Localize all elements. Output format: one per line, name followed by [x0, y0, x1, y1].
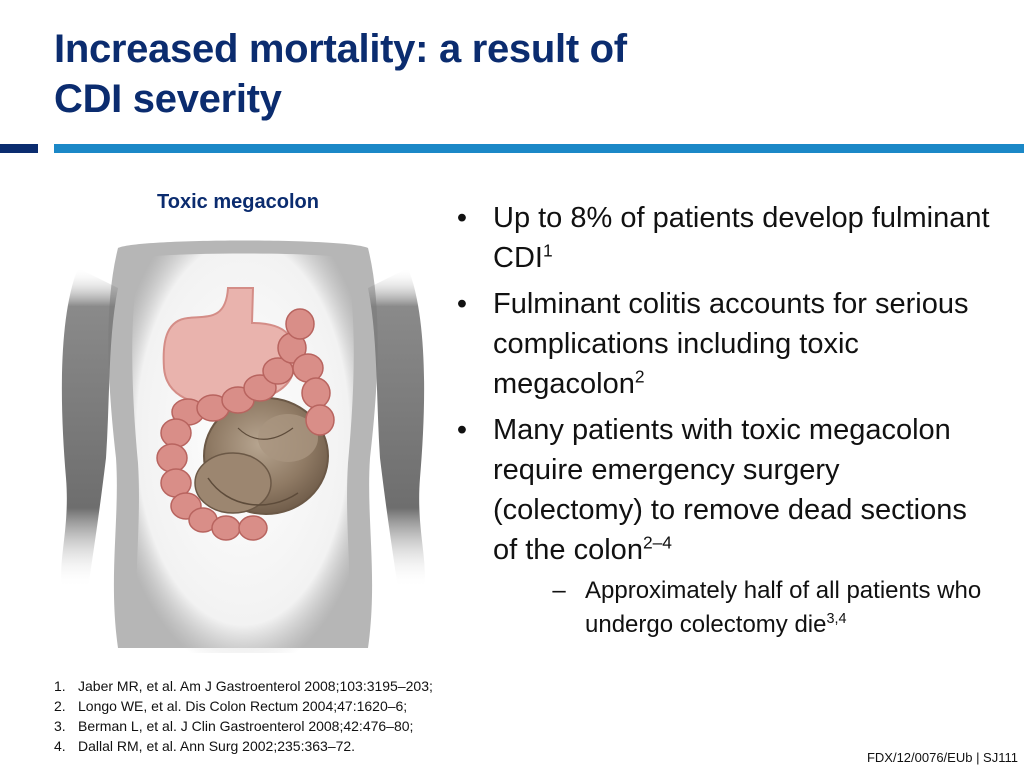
citation-superscript: 1	[542, 240, 553, 261]
bullet-text: Fulminant colitis accounts for serious c…	[493, 288, 969, 400]
reference-text: Longo WE, et al. Dis Colon Rectum 2004;4…	[78, 698, 408, 714]
reference-item: 1. Jaber MR, et al. Am J Gastroenterol 2…	[50, 676, 750, 696]
bullet-list: • Up to 8% of patients develop fulminant…	[452, 198, 992, 648]
reference-list: 1. Jaber MR, et al. Am J Gastroenterol 2…	[50, 676, 750, 756]
bullet-item: • Many patients with toxic megacolon req…	[452, 410, 992, 642]
bullet-item: • Up to 8% of patients develop fulminant…	[452, 198, 992, 278]
citation-superscript: 2–4	[642, 532, 672, 553]
reference-number: 4.	[54, 738, 66, 754]
reference-item: 4. Dallal RM, et al. Ann Surg 2002;235:3…	[50, 736, 750, 756]
slide-title-line-1: Increased mortality: a result of	[54, 27, 627, 71]
title-rule	[54, 144, 1024, 153]
reference-text: Dallal RM, et al. Ann Surg 2002;235:363–…	[78, 738, 356, 754]
reference-text: Jaber MR, et al. Am J Gastroenterol 2008…	[78, 678, 433, 694]
sub-bullet-item: – Approximately half of all patients who…	[493, 574, 992, 642]
bullet-marker: •	[456, 414, 468, 446]
slide-title: Increased mortality: a result of CDI sev…	[54, 24, 954, 124]
title-rule-accent	[0, 144, 38, 153]
citation-superscript: 3,4	[826, 611, 847, 627]
reference-number: 2.	[54, 698, 66, 714]
reference-number: 3.	[54, 718, 66, 734]
bullet-marker: •	[456, 202, 468, 234]
bullet-marker: •	[456, 288, 468, 320]
reference-item: 2. Longo WE, et al. Dis Colon Rectum 200…	[50, 696, 750, 716]
figure-label: Toxic megacolon	[157, 191, 319, 213]
bullet-text: Many patients with toxic megacolon requi…	[493, 414, 967, 566]
bullet-item: • Fulminant colitis accounts for serious…	[452, 284, 992, 404]
colon-segments	[156, 308, 335, 541]
reference-number: 1.	[54, 678, 66, 694]
distended-colon	[194, 397, 329, 515]
toxic-megacolon-illustration	[61, 240, 425, 653]
reference-text: Berman L, et al. J Clin Gastroenterol 20…	[78, 718, 414, 734]
sub-bullet-marker: –	[552, 577, 566, 604]
sub-bullet-text: Approximately half of all patients who u…	[585, 577, 982, 638]
slide-title-line-2: CDI severity	[54, 77, 282, 121]
bullet-text: Up to 8% of patients develop fulminant C…	[493, 202, 990, 274]
footer-code: FDX/12/0076/EUb | SJ111	[866, 750, 1018, 765]
citation-superscript: 2	[634, 366, 645, 387]
reference-item: 3. Berman L, et al. J Clin Gastroenterol…	[50, 716, 750, 736]
